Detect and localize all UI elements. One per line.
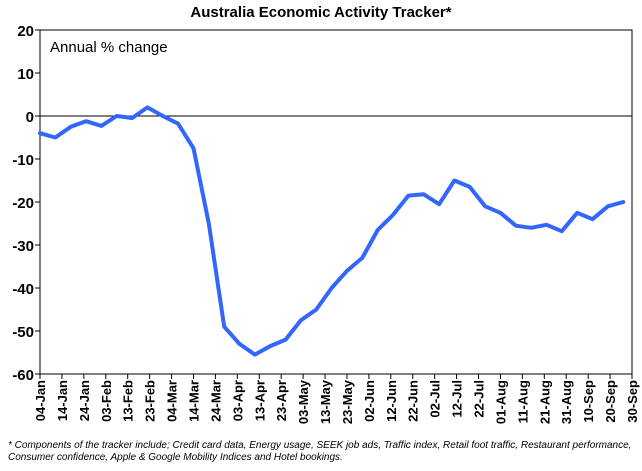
- x-tick-label: 03-Apr: [230, 380, 245, 421]
- footnote: * Components of the tracker include; Cre…: [8, 440, 632, 463]
- line-chart: 20 10 0 -10 -20 -30 -40 -50 -60 04-Jan 14-Jan 24-J…: [12, 23, 640, 424]
- x-tick-label: 22-Jul: [472, 380, 487, 418]
- series-group: [38, 105, 626, 357]
- x-tick-label: 30-Sep: [625, 380, 640, 423]
- x-tick-label: 11-Aug: [515, 380, 530, 423]
- y-tick-label: -10: [12, 152, 34, 169]
- y-tick-label: -30: [12, 238, 34, 255]
- y-tick-label: 10: [17, 66, 34, 83]
- x-tick-label: 02-Jun: [362, 380, 377, 422]
- x-tick-label: 24-Mar: [208, 380, 223, 422]
- x-tick-label: 03-May: [296, 379, 311, 424]
- x-tick-label: 23-May: [340, 379, 355, 424]
- chart-title: Australia Economic Activity Tracker*: [190, 4, 452, 21]
- x-tick-label: 23-Apr: [274, 380, 289, 421]
- plot-border: [39, 29, 633, 375]
- chart-annotation: Annual % change: [50, 39, 168, 56]
- y-tick-label: 0: [26, 109, 34, 126]
- x-tick-label: 03-Feb: [99, 380, 114, 422]
- x-tick-label: 12-Jun: [384, 380, 399, 422]
- y-tick-label: -50: [12, 324, 34, 341]
- series-line: [38, 105, 626, 357]
- x-tick-label: 13-Feb: [121, 380, 136, 422]
- x-tick-label: 01-Aug: [493, 380, 508, 424]
- x-tick-label: 14-Mar: [186, 380, 201, 422]
- x-axis-ticks: 04-Jan 14-Jan 24-Jan 03-Feb 13-Feb 23-Feb 04-M…: [33, 374, 640, 424]
- y-tick-label: -20: [12, 195, 34, 212]
- x-tick-label: 22-Jun: [406, 380, 421, 422]
- x-tick-label: 02-Jul: [428, 380, 443, 418]
- x-tick-label: 24-Jan: [77, 380, 92, 421]
- x-tick-label: 21-Aug: [537, 380, 552, 424]
- x-tick-label: 04-Jan: [33, 380, 48, 421]
- y-axis-ticks: 20 10 0 -10 -20 -30 -40 -50 -60: [12, 23, 40, 384]
- chart-axes: [39, 29, 633, 375]
- y-tick-label: -40: [12, 281, 34, 298]
- x-tick-label: 04-Mar: [165, 380, 180, 422]
- x-tick-label: 20-Sep: [603, 380, 618, 423]
- y-tick-label: -60: [12, 367, 34, 384]
- x-tick-label: 14-Jan: [55, 380, 70, 421]
- y-tick-label: 20: [17, 23, 34, 40]
- x-tick-label: 23-Feb: [143, 380, 158, 422]
- x-tick-label: 13-May: [318, 379, 333, 424]
- x-tick-label: 31-Aug: [559, 380, 574, 424]
- x-tick-label: 12-Jul: [450, 380, 465, 418]
- x-tick-label: 13-Apr: [252, 380, 267, 421]
- x-tick-label: 10-Sep: [581, 380, 596, 423]
